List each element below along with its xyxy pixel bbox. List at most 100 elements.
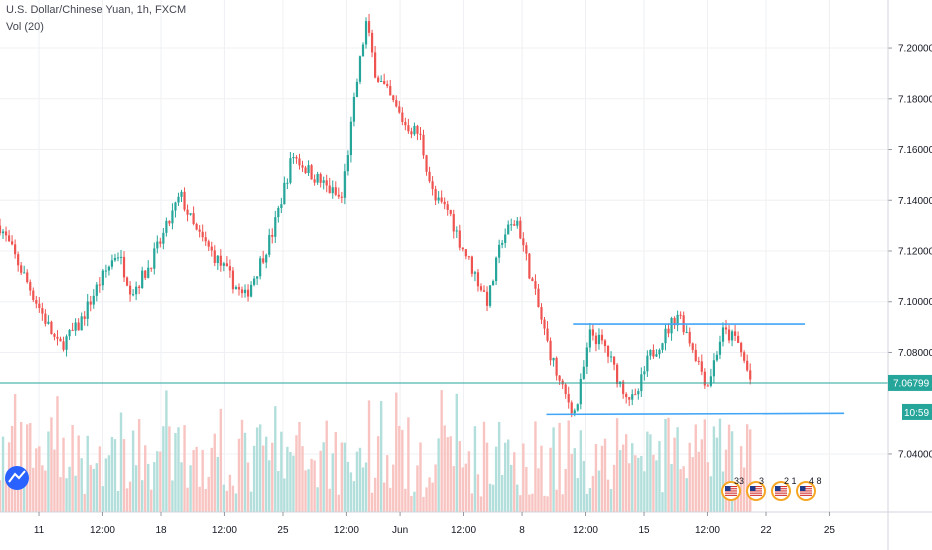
candle-body	[159, 241, 162, 244]
candle-body	[733, 331, 737, 336]
candle-body	[262, 258, 265, 263]
volume-bar	[367, 400, 371, 512]
candle-body	[107, 266, 111, 271]
candle-body	[92, 295, 95, 305]
candle-body	[98, 284, 101, 286]
volume-bar	[624, 434, 628, 512]
y-tick-label: 7.04000	[898, 449, 932, 460]
volume-bar	[177, 427, 180, 512]
candle-body	[237, 287, 241, 290]
volume-bar	[95, 463, 99, 512]
volume-bar	[621, 444, 625, 512]
x-tick-label: 22	[760, 525, 772, 536]
candle-body	[156, 241, 159, 249]
volume-bar	[382, 482, 386, 512]
candle-body	[14, 244, 17, 255]
candle-body	[0, 225, 2, 234]
volume-bar	[237, 438, 241, 512]
volume-bar	[80, 458, 83, 512]
candle-body	[171, 210, 174, 224]
volume-bar	[310, 458, 313, 512]
candle-body	[398, 106, 401, 113]
tradingview-logo[interactable]	[5, 466, 29, 490]
volume-bar	[13, 394, 17, 512]
volume-bar	[573, 448, 576, 512]
candle-body	[77, 322, 80, 331]
candle-body	[537, 288, 540, 308]
volume-bar	[16, 470, 20, 512]
volume-bar	[476, 474, 480, 512]
volume-bar	[386, 455, 389, 512]
volume-bar	[401, 429, 404, 512]
candle-body	[138, 286, 141, 288]
last-price-tag[interactable]: 7.06799	[888, 374, 932, 391]
volume-bar	[579, 430, 583, 512]
candle-body	[697, 360, 700, 362]
event-marker[interactable]: 33	[721, 476, 744, 501]
last-price-tag-bg	[888, 374, 932, 391]
volume-bar	[147, 463, 150, 512]
volume-bar	[83, 494, 86, 512]
volume-bar	[373, 477, 377, 512]
event-count-label: 33	[734, 476, 744, 486]
candle-body	[491, 281, 495, 286]
candle-body	[71, 329, 74, 331]
volume-bar	[304, 470, 307, 512]
candle-body	[116, 257, 120, 259]
volume-bar	[503, 442, 507, 512]
volume-bar	[609, 489, 613, 512]
volume-bar	[198, 486, 201, 512]
candle-body	[110, 260, 114, 267]
volume-bar	[425, 487, 428, 512]
time-axis[interactable]: 11 12:00 18 12:00 25 12:00 Jun 12:00 8 12:00 15 12:…	[0, 511, 932, 536]
candle-body	[582, 366, 585, 379]
x-tick-label: 18	[155, 525, 167, 536]
candle-body	[95, 284, 98, 296]
volume-bar	[519, 495, 522, 512]
candle-body	[443, 201, 446, 205]
event-marker[interactable]: 2 1	[771, 476, 797, 501]
volume-bar	[195, 446, 198, 512]
volume-bar	[507, 439, 510, 512]
candle-body	[628, 397, 631, 400]
candle-body	[295, 157, 298, 159]
candle-body	[573, 410, 576, 414]
candle-body	[422, 134, 425, 156]
candle-body	[246, 289, 250, 297]
volume-bar	[392, 464, 395, 512]
trend-line[interactable]	[546, 412, 845, 416]
event-marker[interactable]: 4 8	[796, 476, 822, 501]
event-marker[interactable]: 3	[746, 476, 766, 501]
candle-body	[386, 84, 389, 87]
drawing-overlays[interactable]	[0, 323, 888, 416]
volume-bar	[35, 448, 38, 512]
us-flag-icon	[750, 486, 762, 496]
price-axis[interactable]: 7.20000 7.18000 7.16000 7.14000 7.12000 7.100…	[887, 0, 932, 550]
volume-bar	[458, 441, 462, 512]
candle-body	[643, 371, 646, 375]
flag-stripe	[750, 494, 762, 496]
candle-body	[594, 335, 598, 345]
candle-body	[286, 182, 289, 184]
symbol-title[interactable]: U.S. Dollar/Chinese Yuan, 1h, FXCM	[6, 4, 187, 16]
candle-body	[570, 402, 573, 414]
volume-bar	[110, 436, 114, 512]
candle-body	[325, 180, 328, 186]
candle-body	[20, 265, 23, 273]
candle-body	[180, 191, 183, 197]
volume-bar	[210, 447, 213, 512]
candle-body	[721, 327, 725, 342]
candle-body	[377, 77, 380, 82]
candle-body	[737, 335, 740, 343]
candle-body	[225, 263, 228, 267]
volume-bar	[159, 451, 162, 512]
countdown-tag[interactable]: 10:59	[902, 403, 932, 420]
volume-bars	[0, 390, 752, 512]
volume-bar	[491, 484, 495, 512]
volume-bar	[561, 494, 564, 512]
volume-indicator-label[interactable]: Vol (20)	[6, 21, 44, 33]
candle-body	[504, 234, 507, 243]
volume-bar	[243, 432, 247, 512]
